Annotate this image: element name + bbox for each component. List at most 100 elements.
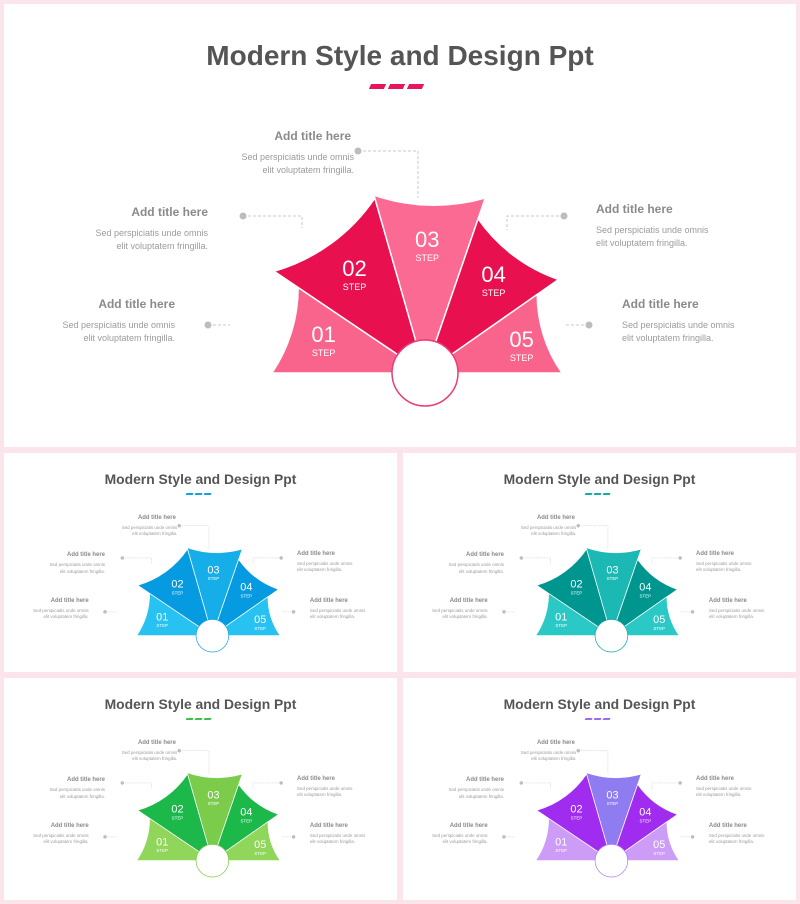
label-title: Add title here [137, 514, 176, 521]
step-number: 05 [509, 327, 533, 352]
label-title: Add title here [449, 598, 488, 605]
connector-dot [279, 781, 283, 785]
label-block-4: Add title here Sed perspiciatis unde omni… [596, 202, 709, 250]
label-block-3: Add title here Sed perspiciatis unde omni… [122, 740, 178, 763]
connector-dot [177, 524, 181, 528]
label-block-5: Add title here Sed perspiciatis unde omni… [622, 297, 735, 345]
step-number: 02 [570, 579, 582, 591]
connector-dot [204, 321, 212, 329]
step-number: 01 [311, 322, 335, 347]
label-text-line: Sed perspiciatis unde omnis [696, 560, 752, 566]
step-number: 04 [639, 807, 651, 819]
label-block-3: Add title here Sed perspiciatis unde omni… [521, 515, 577, 538]
center-circle [594, 618, 629, 653]
label-text-line: elit voluptatem fringilla. [309, 839, 356, 845]
connector-line [179, 525, 210, 550]
step-word: STEP [312, 348, 336, 358]
step-number: 02 [570, 804, 582, 816]
label-text-line: Sed perspiciatis unde omnis [62, 320, 175, 330]
connector-dot [576, 524, 580, 528]
slide-title: Modern Style and Design Ppt [206, 40, 594, 71]
label-text-line: Sed perspiciatis unde omnis [520, 524, 577, 530]
connector-dot [519, 781, 524, 785]
connector-dot [291, 835, 296, 839]
connector-line [578, 525, 609, 550]
step-word: STEP [555, 623, 567, 628]
step-word: STEP [640, 819, 652, 824]
label-block-2: Add title here Sed perspiciatis unde omni… [448, 552, 504, 575]
label-text-line: Sed perspiciatis unde omnis [309, 832, 366, 838]
main-slide[interactable]: Modern Style and Design Ppt 01 STEP 02 STEP 0… [4, 4, 796, 447]
slide-title: Modern Style and Design Ppt [104, 695, 297, 712]
label-title: Add title here [696, 551, 734, 557]
connector-dot [279, 556, 283, 560]
step-number: 04 [240, 807, 252, 819]
step-number: 04 [481, 262, 505, 287]
connector-line [521, 782, 551, 789]
label-text-line: Sed perspiciatis unde omnis [622, 320, 735, 330]
step-number: 01 [156, 611, 168, 623]
label-text-line: Sed perspiciatis unde omnis [708, 832, 765, 838]
connector-dot [120, 556, 125, 560]
label-block-1: Add title here Sed perspiciatis unde omni… [62, 297, 175, 345]
step-number: 03 [606, 789, 618, 801]
center-circle [391, 339, 459, 407]
connector-dot [560, 212, 568, 220]
center-circle [594, 843, 629, 878]
connector-dot [120, 781, 125, 785]
slide-title: Modern Style and Design Ppt [104, 470, 297, 487]
label-text-line: elit voluptatem fringilla. [531, 756, 577, 762]
label-title: Add title here [131, 205, 208, 219]
thumbnail-slide-green[interactable]: Modern Style and Design Ppt 01 STEP 02 STEP 0… [4, 678, 397, 900]
label-title: Add title here [98, 297, 175, 311]
label-title: Add title here [67, 777, 105, 784]
connector-line [243, 215, 303, 228]
label-block-3: Add title here Sed perspiciatis unde omni… [122, 515, 178, 538]
connector-line [122, 782, 152, 789]
label-text-line: elit voluptatem fringilla. [596, 238, 688, 248]
connector-dot [690, 610, 695, 614]
step-word: STEP [208, 576, 220, 581]
label-text-line: Sed perspiciatis unde omnis [696, 785, 752, 791]
label-block-1: Add title here Sed perspiciatis unde omni… [33, 598, 89, 621]
label-text-line: Sed perspiciatis unde omnis [241, 152, 354, 162]
label-text-line: Sed perspiciatis unde omnis [297, 560, 353, 566]
label-text-line: Sed perspiciatis unde omnis [49, 787, 105, 793]
step-word: STEP [156, 623, 168, 628]
step-word: STEP [482, 288, 506, 298]
connector-dot [519, 556, 524, 560]
connector-line [252, 782, 282, 790]
label-text-line: elit voluptatem fringilla. [442, 839, 488, 845]
step-word: STEP [241, 819, 253, 824]
thumbnail-slide-blue[interactable]: Modern Style and Design Ppt 01 STEP 02 STEP 0… [4, 453, 397, 672]
label-text-line: elit voluptatem fringilla. [458, 568, 504, 574]
connector-dot [678, 781, 682, 785]
label-text-line: Sed perspiciatis unde omnis [708, 607, 765, 613]
connector-line [521, 557, 551, 564]
label-text-line: elit voluptatem fringilla. [708, 614, 755, 620]
step-number: 01 [555, 836, 567, 848]
label-text-line: elit voluptatem fringilla. [531, 531, 577, 537]
label-text-line: Sed perspiciatis unde omnis [33, 832, 89, 838]
step-number: 05 [653, 614, 665, 626]
step-number: 04 [240, 582, 252, 594]
label-text-line: Sed perspiciatis unde omnis [596, 225, 709, 235]
step-word: STEP [172, 816, 184, 821]
step-number: 05 [653, 839, 665, 851]
connector-dot [291, 610, 296, 614]
thumbnail-slide-teal[interactable]: Modern Style and Design Ppt 01 STEP 02 STEP 0… [403, 453, 796, 672]
step-number: 04 [639, 582, 651, 594]
connector-dot [354, 147, 362, 155]
thumbnail-slide-purple[interactable]: Modern Style and Design Ppt 01 STEP 02 STEP 0… [403, 678, 796, 900]
label-text-line: elit voluptatem fringilla. [622, 333, 714, 343]
connector-line [651, 782, 681, 790]
connector-line [122, 557, 152, 564]
step-word: STEP [571, 591, 583, 596]
label-text-line: elit voluptatem fringilla. [132, 531, 178, 537]
step-number: 03 [415, 227, 439, 252]
connector-dot [678, 556, 682, 560]
label-block-1: Add title here Sed perspiciatis unde omni… [33, 823, 89, 846]
